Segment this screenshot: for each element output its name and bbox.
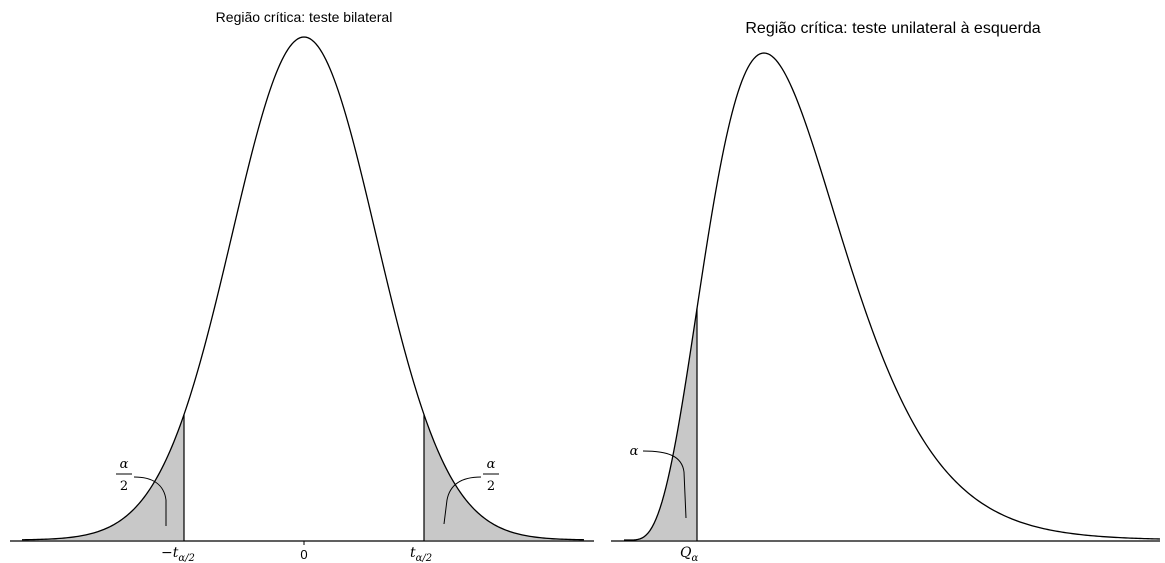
pointer-alpha <box>642 450 687 519</box>
alpha-label: α <box>630 444 639 459</box>
svg-text:2: 2 <box>120 479 128 494</box>
panel-unilateral-left: Região crítica: teste unilateral à esque… <box>611 20 1161 563</box>
tick-label-pos-t: tα/2 <box>410 545 432 563</box>
pointer-left <box>133 476 167 526</box>
tick-label-q-alpha: Qα <box>680 545 698 563</box>
right-tail-shaded-region <box>424 414 584 540</box>
left-tail-shaded-region <box>22 414 184 540</box>
alpha-half-label-left: α 2 <box>116 457 132 494</box>
panel-bilateral: Região crítica: teste bilateral 0 −tα/2 … <box>10 9 594 563</box>
svg-text:α: α <box>120 457 129 472</box>
tick-label-zero: 0 <box>300 547 307 562</box>
tick-label-neg-t: −tα/2 <box>161 545 195 563</box>
alpha-half-label-right: α 2 <box>483 457 499 494</box>
svg-text:2: 2 <box>487 479 495 494</box>
panel-title: Região crítica: teste bilateral <box>216 9 393 25</box>
panel-title: Região crítica: teste unilateral à esque… <box>745 20 1040 37</box>
density-curve <box>624 52 1161 541</box>
svg-text:α: α <box>487 457 496 472</box>
density-curve <box>21 36 585 541</box>
left-tail-shaded-region <box>624 308 697 540</box>
pointer-right <box>443 476 482 525</box>
